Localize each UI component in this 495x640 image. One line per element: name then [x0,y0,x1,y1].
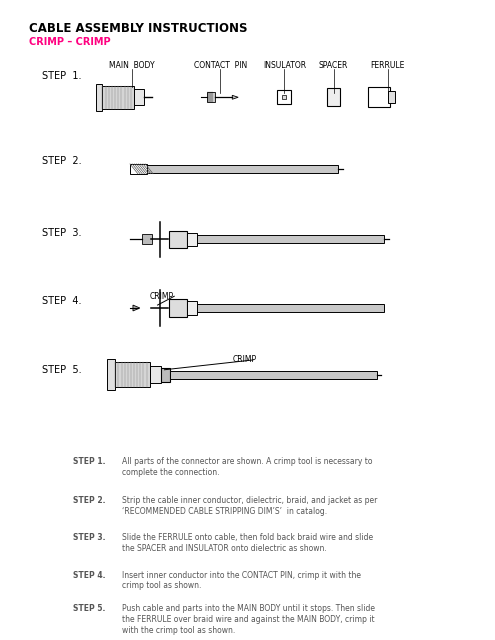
Bar [115,362,149,387]
Text: STEP  3.: STEP 3. [42,228,81,237]
Bar [278,90,291,104]
Polygon shape [133,305,140,311]
Bar [161,368,170,381]
Text: INSULATOR: INSULATOR [263,61,306,70]
Bar [96,84,102,111]
Text: the FERRULE over braid wire and against the MAIN BODY, crimp it: the FERRULE over braid wire and against … [122,615,375,624]
Bar [368,88,390,107]
Bar [283,95,286,99]
Text: Slide the FERRULE onto cable, then fold back braid wire and slide: Slide the FERRULE onto cable, then fold … [122,533,373,543]
Text: CRIMP – CRIMP: CRIMP – CRIMP [29,38,110,47]
Text: MAIN  BODY: MAIN BODY [109,61,155,70]
Text: Push cable and parts into the MAIN BODY until it stops. Then slide: Push cable and parts into the MAIN BODY … [122,604,375,613]
Bar [134,90,144,105]
Text: CABLE ASSEMBLY INSTRUCTIONS: CABLE ASSEMBLY INSTRUCTIONS [29,22,247,35]
Text: STEP  2.: STEP 2. [42,156,81,166]
Bar [187,232,197,246]
Text: complete the connection.: complete the connection. [122,468,220,477]
Text: crimp tool as shown.: crimp tool as shown. [122,582,201,591]
Text: All parts of the connector are shown. A crimp tool is necessary to: All parts of the connector are shown. A … [122,457,373,466]
Text: STEP 4.: STEP 4. [73,571,105,580]
Bar [102,86,134,109]
Text: Strip the cable inner conductor, dielectric, braid, and jacket as per: Strip the cable inner conductor, dielect… [122,496,378,505]
Text: SPACER: SPACER [319,61,348,70]
Bar [388,92,396,103]
Bar [207,92,214,102]
Text: CONTACT  PIN: CONTACT PIN [194,61,247,70]
Text: Insert inner conductor into the CONTACT PIN, crimp it with the: Insert inner conductor into the CONTACT … [122,571,361,580]
Text: STEP  1.: STEP 1. [42,71,81,81]
Text: STEP 5.: STEP 5. [73,604,105,613]
Bar [187,301,197,315]
Bar [130,164,147,173]
Text: STEP  4.: STEP 4. [42,296,81,307]
Bar [169,299,187,317]
Bar [170,371,377,379]
Bar [327,88,341,106]
Polygon shape [232,95,238,99]
Text: STEP 3.: STEP 3. [73,533,105,543]
Bar [169,230,187,248]
Bar [107,359,115,390]
Bar [142,234,151,244]
Text: CRIMP: CRIMP [149,292,174,301]
Text: STEP  5.: STEP 5. [42,365,81,375]
Bar [149,366,161,383]
Bar [147,165,339,173]
Bar [197,304,384,312]
Bar [197,236,384,243]
Text: STEP 2.: STEP 2. [73,496,105,505]
Text: with the crimp tool as shown.: with the crimp tool as shown. [122,625,236,635]
Text: STEP 1.: STEP 1. [73,457,105,466]
Text: the SPACER and INSULATOR onto dielectric as shown.: the SPACER and INSULATOR onto dielectric… [122,544,327,553]
Text: ‘RECOMMENDED CABLE STRIPPING DIM’S’  in catalog.: ‘RECOMMENDED CABLE STRIPPING DIM’S’ in c… [122,507,327,516]
Text: CRIMP: CRIMP [232,355,256,364]
Text: FERRULE: FERRULE [370,61,405,70]
